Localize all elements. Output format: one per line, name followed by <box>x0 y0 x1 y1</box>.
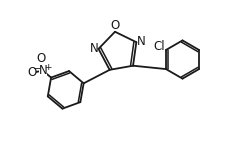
Text: O: O <box>27 66 36 79</box>
Text: O: O <box>110 19 120 32</box>
Text: N: N <box>39 64 47 77</box>
Text: +: + <box>44 63 51 72</box>
Text: O: O <box>36 52 46 65</box>
Text: N: N <box>90 42 98 55</box>
Text: N: N <box>137 35 145 48</box>
Text: Cl: Cl <box>154 40 165 53</box>
Text: −: − <box>33 64 41 74</box>
